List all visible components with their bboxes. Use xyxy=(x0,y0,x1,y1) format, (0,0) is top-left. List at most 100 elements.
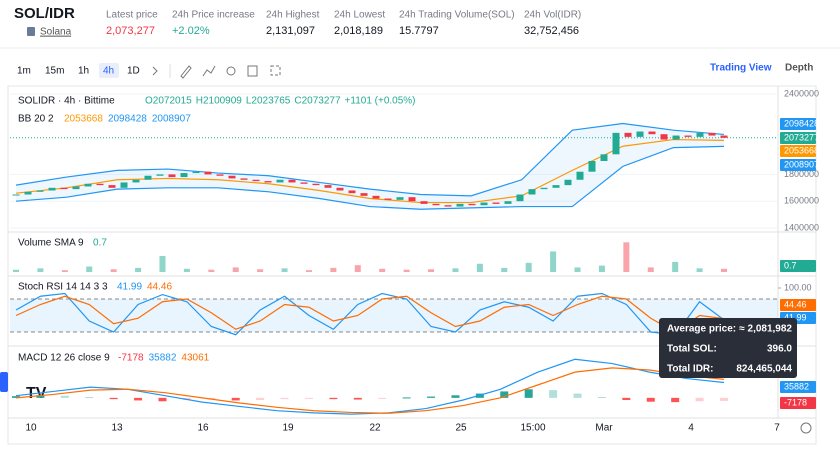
view-tab[interactable]: Depth xyxy=(785,63,813,74)
stoch-label: Stoch RSI 14 14 3 3 xyxy=(18,282,108,293)
tooltip-bg xyxy=(659,318,797,378)
bb-lower xyxy=(15,145,725,210)
candle xyxy=(360,193,368,196)
interval-button[interactable]: 4h xyxy=(103,66,114,77)
macd-hist xyxy=(671,397,680,403)
bb-middle-tag-bg xyxy=(780,145,816,157)
candle xyxy=(12,194,20,196)
volume-bar xyxy=(232,267,239,272)
view-tab[interactable]: Trading View xyxy=(710,63,772,74)
volume-bar xyxy=(452,268,459,272)
candle xyxy=(684,135,692,137)
candle xyxy=(84,183,92,187)
candle xyxy=(432,203,440,206)
x-tick-label: 10 xyxy=(25,423,37,434)
candle xyxy=(564,179,572,186)
volume-bar xyxy=(37,268,44,272)
candle xyxy=(36,190,44,192)
candle xyxy=(588,161,596,172)
y-tick-label: 1400000 xyxy=(784,222,819,232)
bb-upper xyxy=(15,122,725,197)
candle xyxy=(336,187,344,191)
interval-button[interactable]: 15m xyxy=(45,66,64,77)
toolbar-icons xyxy=(152,64,281,79)
side-tab[interactable] xyxy=(0,372,8,392)
candle xyxy=(504,201,512,204)
stoch-d-tag: 44.46 xyxy=(784,299,807,309)
ohlc-value: +1101 (+0.05%) xyxy=(345,96,416,107)
macd-hist xyxy=(353,397,362,400)
bb-upper-tag-bg xyxy=(780,118,816,130)
bb-lower-tag: 2008907 xyxy=(784,159,819,169)
settings-button[interactable] xyxy=(800,422,812,434)
candle xyxy=(384,198,392,200)
stoch-tick-label: 100.00 xyxy=(784,282,812,292)
ohlc-value: H2100909 xyxy=(196,96,243,107)
macd-hist xyxy=(378,397,387,399)
candle xyxy=(552,185,560,188)
x-tick-label: 15:00 xyxy=(520,423,545,434)
stat-label: 24h Vol(IDR) xyxy=(524,10,581,21)
tooltip-value: ≈ 2,081,982 xyxy=(739,324,792,335)
volume-bar xyxy=(86,266,93,272)
macd-tag: 35882 xyxy=(784,381,809,391)
macd-hist xyxy=(573,393,582,398)
draw-icon[interactable] xyxy=(180,65,192,79)
candle xyxy=(240,178,248,180)
bb-upper-tag: 2098428 xyxy=(784,118,819,128)
last-price-tag-bg xyxy=(780,132,816,144)
interval-button[interactable]: 1D xyxy=(127,66,140,77)
chart-title: SOLIDR · 4h · Bittime xyxy=(18,96,115,107)
macd-legend-value: 35882 xyxy=(149,353,177,364)
macd-hist xyxy=(720,397,728,401)
stoch-k xyxy=(15,292,725,336)
macd-hist xyxy=(427,396,436,398)
candle xyxy=(180,173,188,178)
macd-hist xyxy=(12,396,20,398)
candle xyxy=(120,182,128,188)
stat-label: Latest price xyxy=(106,10,158,21)
volume-bar xyxy=(476,263,483,272)
dropdown-icon[interactable] xyxy=(152,66,158,76)
volume-label: Volume SMA 9 xyxy=(18,238,84,249)
macd-hist xyxy=(36,395,45,398)
candle xyxy=(216,174,224,176)
macd-hist xyxy=(524,389,533,398)
stat-label: 24h Trading Volume(SOL) xyxy=(399,10,515,21)
candle xyxy=(600,154,608,161)
ohlc-value: C2073277 xyxy=(294,96,341,107)
volume-bar xyxy=(330,267,337,272)
interval-button[interactable]: 1m xyxy=(17,66,31,77)
x-tick-label: 16 xyxy=(197,423,209,434)
candle xyxy=(96,183,104,186)
bb-legend-value: 2008907 xyxy=(152,114,191,125)
candle xyxy=(60,187,68,190)
settings-icon[interactable] xyxy=(226,66,236,76)
volume-tag: 0.7 xyxy=(784,260,797,270)
coin-link[interactable]: Solana xyxy=(40,27,72,38)
candle xyxy=(276,179,284,183)
candle xyxy=(648,131,656,135)
candle xyxy=(612,132,620,155)
macd-label: MACD 12 26 close 9 xyxy=(18,353,110,364)
stoch-k-tag: 41.99 xyxy=(784,312,807,322)
indicator-icon[interactable] xyxy=(202,65,216,77)
stat-label: 24h Lowest xyxy=(334,10,385,21)
fullscreen-icon[interactable] xyxy=(270,65,281,76)
save-icon[interactable] xyxy=(247,65,258,77)
bb-middle-tag: 2053668 xyxy=(784,145,819,155)
volume-tag-bg xyxy=(780,260,816,272)
volume-bar xyxy=(672,261,679,272)
stoch-d xyxy=(15,295,725,333)
candle xyxy=(252,179,260,182)
interval-button[interactable]: 1h xyxy=(78,66,89,77)
macd-hist xyxy=(549,390,558,398)
candle xyxy=(300,182,308,184)
stat-value: 15.7797 xyxy=(399,25,439,37)
stat-value: 2,018,189 xyxy=(334,25,383,37)
macd-hist xyxy=(597,397,606,398)
y-tick-label: 1600000 xyxy=(784,196,819,206)
bb-legend-value: 2098428 xyxy=(108,114,147,125)
stat-value: 32,752,456 xyxy=(524,25,579,37)
macd-hist xyxy=(695,397,704,402)
